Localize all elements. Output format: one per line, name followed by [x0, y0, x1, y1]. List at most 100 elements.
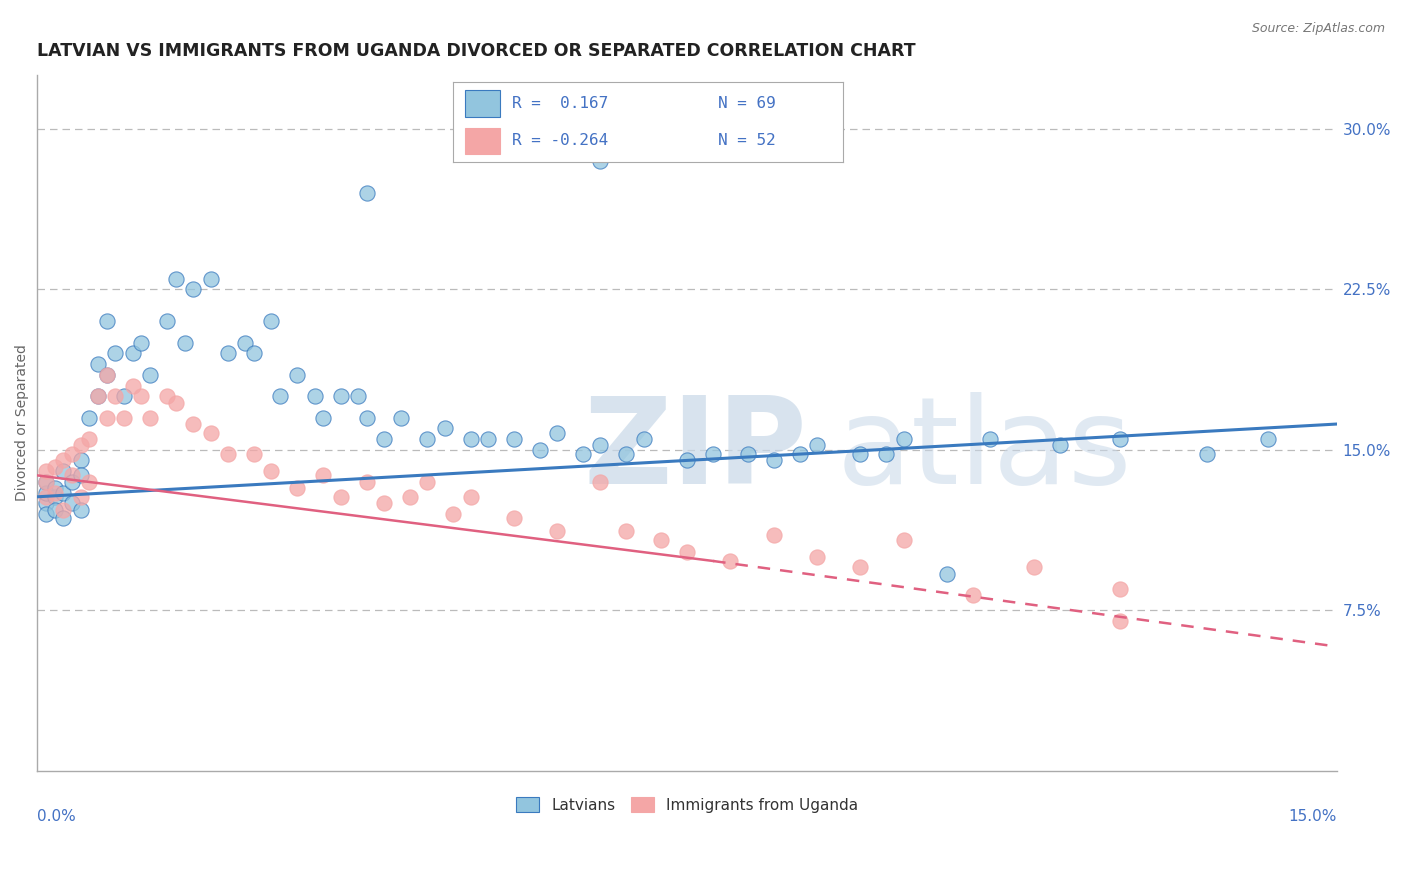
Point — [329, 389, 352, 403]
Point — [347, 389, 370, 403]
Point — [87, 389, 110, 403]
Point — [979, 432, 1001, 446]
Point — [52, 464, 75, 478]
Point — [96, 410, 118, 425]
Point — [69, 438, 91, 452]
Point — [356, 410, 378, 425]
Point — [112, 389, 135, 403]
Point — [676, 545, 699, 559]
Point — [893, 533, 915, 547]
Point — [79, 475, 101, 489]
Point — [416, 432, 439, 446]
Point — [373, 496, 395, 510]
Point — [1022, 560, 1045, 574]
Point — [35, 475, 58, 489]
Text: atlas: atlas — [837, 392, 1132, 509]
Point — [129, 335, 152, 350]
Point — [285, 368, 308, 382]
Point — [285, 481, 308, 495]
Point — [87, 389, 110, 403]
Point — [356, 475, 378, 489]
Point — [849, 560, 872, 574]
Point — [200, 425, 222, 440]
Text: LATVIAN VS IMMIGRANTS FROM UGANDA DIVORCED OR SEPARATED CORRELATION CHART: LATVIAN VS IMMIGRANTS FROM UGANDA DIVORC… — [38, 42, 915, 60]
Point — [260, 464, 283, 478]
Point — [96, 368, 118, 382]
Point — [260, 314, 283, 328]
Point — [52, 485, 75, 500]
Text: ZIP: ZIP — [583, 392, 807, 509]
Point — [1049, 438, 1071, 452]
Point — [243, 346, 266, 360]
Point — [52, 502, 75, 516]
Point — [1257, 432, 1279, 446]
Point — [1109, 582, 1132, 596]
Point — [121, 346, 143, 360]
Point — [121, 378, 143, 392]
Point — [69, 490, 91, 504]
Point — [806, 438, 828, 452]
Point — [44, 490, 66, 504]
Point — [112, 410, 135, 425]
Point — [44, 502, 66, 516]
Point — [69, 502, 91, 516]
Point — [329, 490, 352, 504]
Point — [875, 447, 897, 461]
Point — [460, 432, 482, 446]
Point — [546, 524, 568, 538]
Point — [233, 335, 256, 350]
Point — [737, 447, 759, 461]
Point — [616, 447, 638, 461]
Point — [44, 481, 66, 495]
Point — [529, 442, 551, 457]
Point — [389, 410, 412, 425]
Point — [87, 357, 110, 371]
Point — [893, 432, 915, 446]
Point — [373, 432, 395, 446]
Point — [96, 314, 118, 328]
Point — [217, 346, 239, 360]
Point — [650, 533, 672, 547]
Point — [589, 438, 612, 452]
Point — [433, 421, 456, 435]
Point — [633, 432, 655, 446]
Legend: Latvians, Immigrants from Uganda: Latvians, Immigrants from Uganda — [510, 790, 865, 819]
Point — [1109, 432, 1132, 446]
Point — [676, 453, 699, 467]
Text: 0.0%: 0.0% — [38, 809, 76, 824]
Point — [35, 464, 58, 478]
Point — [269, 389, 291, 403]
Point — [60, 447, 83, 461]
Point — [35, 490, 58, 504]
Point — [217, 447, 239, 461]
Point — [806, 549, 828, 564]
Point — [104, 346, 127, 360]
Point — [572, 447, 595, 461]
Point — [181, 282, 204, 296]
Point — [52, 511, 75, 525]
Point — [304, 389, 326, 403]
Point — [129, 389, 152, 403]
Point — [962, 588, 984, 602]
Point — [1195, 447, 1218, 461]
Point — [156, 389, 179, 403]
Point — [312, 410, 335, 425]
Point — [589, 475, 612, 489]
Point — [181, 417, 204, 431]
Point — [1109, 614, 1132, 628]
Point — [243, 447, 266, 461]
Point — [416, 475, 439, 489]
Point — [69, 453, 91, 467]
Point — [35, 507, 58, 521]
Point — [200, 271, 222, 285]
Point — [35, 496, 58, 510]
Point — [60, 475, 83, 489]
Point — [60, 496, 83, 510]
Point — [546, 425, 568, 440]
Point — [139, 410, 162, 425]
Point — [589, 153, 612, 168]
Point — [173, 335, 195, 350]
Point — [399, 490, 422, 504]
Point — [69, 468, 91, 483]
Point — [165, 271, 187, 285]
